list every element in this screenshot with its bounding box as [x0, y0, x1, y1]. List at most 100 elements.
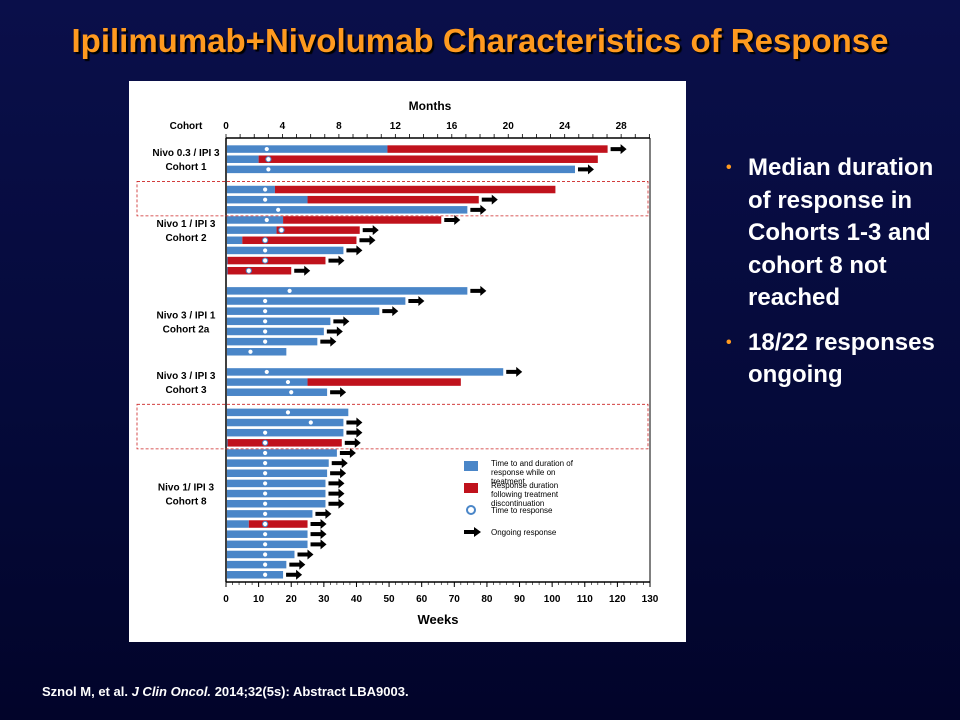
ongoing-response-arrow	[577, 164, 594, 175]
on-treatment-bar	[227, 236, 243, 245]
ongoing-response-arrow	[294, 265, 311, 276]
x-tick-label: 80	[481, 594, 493, 605]
top-axis-label: Months	[409, 99, 452, 113]
x-tick-label: 90	[514, 594, 526, 605]
time-to-response-marker	[262, 338, 269, 345]
ongoing-response-arrow	[310, 519, 327, 530]
on-treatment-bar	[227, 550, 295, 559]
on-treatment-bar	[227, 388, 328, 396]
post-discontinuation-bar	[227, 266, 292, 275]
ongoing-response-arrow	[310, 529, 327, 540]
citation-details: 2014;32(5s): Abstract LBA9003.	[214, 684, 409, 699]
time-to-response-marker	[262, 561, 269, 568]
ongoing-response-arrow	[362, 225, 379, 236]
month-tick-label: 16	[446, 121, 458, 132]
bullet-dot-icon: •	[726, 333, 732, 351]
x-tick-label: 70	[449, 594, 461, 605]
post-discontinuation-bar	[227, 439, 342, 447]
bullet-item: • Median duration of response in Cohorts …	[726, 152, 956, 315]
on-treatment-bar	[227, 499, 326, 508]
ongoing-response-arrow	[344, 437, 361, 448]
time-to-response-marker	[262, 247, 269, 254]
time-to-response-marker	[262, 328, 269, 335]
time-to-response-marker	[262, 237, 269, 244]
ongoing-response-arrow	[328, 478, 345, 489]
cohort-label: Nivo 3 / IPI 3	[157, 371, 216, 382]
x-tick-label: 110	[577, 594, 594, 605]
time-to-response-marker	[278, 227, 285, 234]
time-to-response-marker	[262, 297, 269, 305]
month-tick-label: 24	[559, 121, 571, 132]
on-treatment-bar	[227, 317, 331, 326]
ongoing-response-arrow	[481, 194, 498, 205]
bullet-text: Median duration of response in Cohorts 1…	[748, 154, 934, 311]
on-treatment-bar	[227, 307, 380, 315]
time-to-response-marker	[265, 166, 272, 173]
month-tick-label: 8	[336, 121, 342, 132]
post-discontinuation-bar	[227, 256, 326, 265]
x-tick-label: 20	[286, 594, 298, 605]
time-to-response-marker	[288, 389, 295, 396]
ongoing-response-arrow	[346, 245, 363, 256]
time-to-response-marker	[262, 460, 269, 467]
time-to-response-marker	[262, 480, 269, 487]
post-discontinuation-bar	[276, 226, 360, 234]
on-treatment-bar	[227, 510, 313, 518]
post-discontinuation-bar	[387, 145, 608, 153]
on-treatment-bar	[227, 206, 468, 214]
chart-panel: 0 10 20 30 40 50 60 70 80 90 100 110 120 130 Weeks 0 4 8 1…	[129, 81, 686, 642]
ongoing-response-arrow	[315, 508, 332, 519]
ongoing-response-arrow	[610, 144, 627, 155]
cohort-sublabel: Cohort 3	[165, 385, 207, 396]
cohort-label: Nivo 1/ IPI 3	[158, 483, 215, 494]
x-tick-label: 10	[253, 594, 265, 605]
on-treatment-bar	[227, 428, 344, 437]
ongoing-response-arrow	[330, 468, 347, 479]
cohort-sublabel: Cohort 2	[165, 233, 207, 244]
time-to-response-marker	[262, 551, 269, 558]
ongoing-response-arrow	[286, 569, 303, 580]
on-treatment-bar	[227, 185, 275, 194]
time-to-response-marker	[247, 348, 254, 355]
on-treatment-bar	[227, 216, 284, 224]
ongoing-response-arrow	[310, 539, 327, 550]
on-treatment-bar	[227, 155, 259, 163]
time-to-response-marker	[262, 571, 269, 578]
post-discontinuation-bar	[242, 236, 357, 245]
cohort-label: Nivo 0.3 / IPI 3	[152, 148, 220, 159]
ongoing-response-arrow	[320, 336, 337, 347]
on-treatment-bar	[227, 560, 287, 569]
time-to-response-marker	[262, 429, 269, 436]
on-treatment-bar	[227, 256, 228, 265]
x-tick-label: 130	[642, 594, 659, 605]
time-to-response-marker	[262, 439, 269, 446]
ongoing-response-arrow	[333, 316, 350, 327]
time-to-response-marker	[262, 470, 269, 477]
ongoing-response-arrow	[326, 326, 343, 337]
month-tick-label: 28	[616, 121, 628, 132]
legend-label: Ongoing response	[491, 528, 557, 537]
ongoing-response-arrow	[328, 498, 345, 509]
legend-arrow-icon	[464, 527, 481, 537]
ongoing-response-arrow	[470, 204, 487, 215]
post-discontinuation-bar	[307, 378, 461, 386]
citation-journal: J Clin Oncol.	[131, 684, 212, 699]
time-to-response-marker	[284, 409, 292, 416]
ongoing-response-arrow	[328, 488, 345, 499]
on-treatment-bar	[227, 469, 328, 478]
ongoing-response-arrow	[470, 285, 487, 296]
on-treatment-bar	[227, 226, 277, 234]
on-treatment-bar	[227, 571, 284, 579]
cohort-label: Nivo 3 / IPI 1	[157, 310, 216, 321]
time-to-response-marker	[262, 186, 269, 193]
time-to-response-marker	[263, 216, 270, 224]
legend-swatch-blue	[464, 461, 478, 471]
on-treatment-bar	[227, 266, 228, 275]
month-tick-label: 4	[280, 121, 286, 132]
x-tick-label: 60	[416, 594, 428, 605]
legend-circle-icon	[466, 505, 476, 515]
x-tick-label: 120	[609, 594, 626, 605]
ongoing-response-arrow	[408, 296, 425, 307]
time-to-response-marker	[263, 145, 270, 153]
x-tick-label: 50	[384, 594, 396, 605]
